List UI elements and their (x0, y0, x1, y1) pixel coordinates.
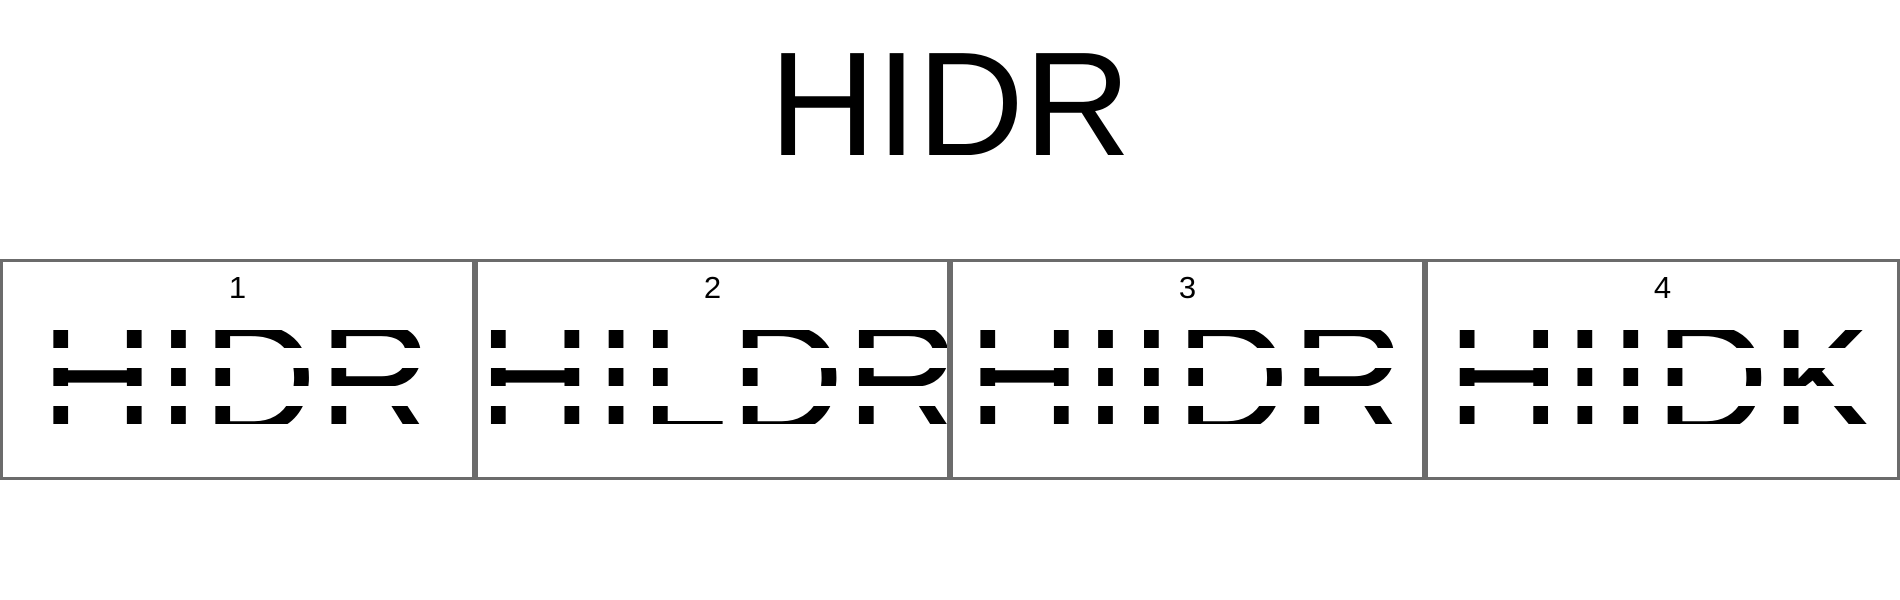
striped-word: HIIDK (1446, 309, 1879, 449)
page-title: HIDR (769, 22, 1131, 187)
striped-word: HILDR (478, 309, 947, 449)
option-panel-1[interactable]: 1 HIDR (0, 259, 475, 480)
panel-number: 1 (228, 270, 247, 305)
option-panel-2[interactable]: 2 HILDR (475, 259, 950, 480)
option-panel-3[interactable]: 3 HIIDR (950, 259, 1425, 480)
option-panels: 1 HIDR 2 HILDR 3 HIIDR 4 HIIDK (0, 259, 1900, 480)
option-panel-4[interactable]: 4 HIIDK (1425, 259, 1900, 480)
striped-word: HIDR (40, 309, 435, 449)
panel-number: 4 (1653, 270, 1672, 305)
panel-number: 3 (1178, 270, 1197, 305)
panel-number: 2 (703, 270, 722, 305)
striped-word: HIIDR (967, 309, 1408, 449)
